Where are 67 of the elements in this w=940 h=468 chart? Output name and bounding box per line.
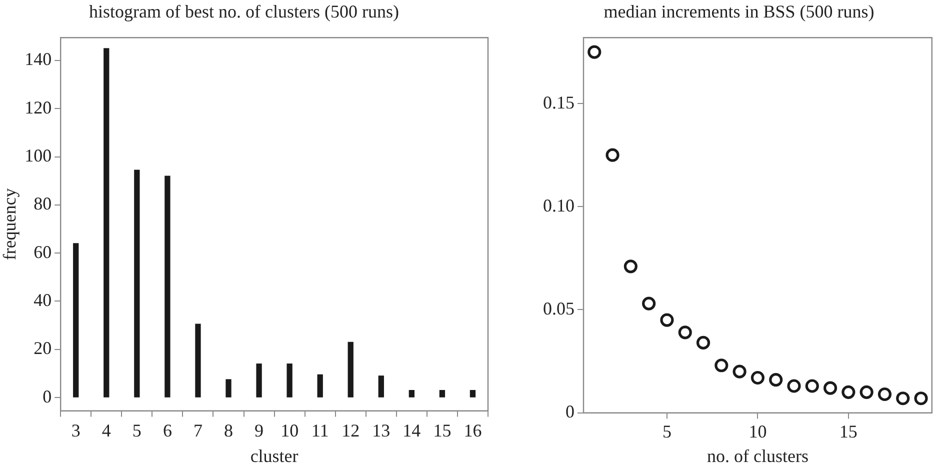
chart-title: histogram of best no. of clusters (500 runs) <box>89 2 399 22</box>
point <box>860 385 874 399</box>
point <box>714 358 728 372</box>
point <box>624 260 638 274</box>
point <box>642 296 656 310</box>
bar <box>226 379 232 398</box>
y-tick-label: 0.10 <box>543 195 574 216</box>
point <box>805 379 819 393</box>
x-tick-label: 11 <box>311 420 329 440</box>
x-tick-label: 10 <box>748 421 767 442</box>
bar <box>348 342 354 398</box>
x-tick-label: 13 <box>372 420 390 440</box>
x-tick-label: 9 <box>254 420 264 440</box>
point <box>896 392 910 406</box>
x-tick-label: 7 <box>193 420 202 440</box>
y-tick-label: 40 <box>34 290 52 310</box>
bar <box>286 364 292 398</box>
bar <box>164 176 170 398</box>
point <box>750 370 764 385</box>
y-tick-label: 80 <box>34 194 52 214</box>
point <box>732 364 746 378</box>
bar <box>378 376 384 398</box>
y-tick-label: 0.15 <box>543 92 574 112</box>
y-tick-label: 100 <box>24 146 52 166</box>
y-tick-label: 20 <box>34 338 52 358</box>
point <box>588 45 602 59</box>
bar <box>408 390 415 398</box>
point <box>696 336 710 350</box>
y-tick-label: 0 <box>566 402 574 422</box>
point <box>878 387 892 402</box>
x-tick-label: 12 <box>342 420 360 440</box>
point <box>842 385 856 399</box>
point <box>606 148 620 162</box>
y-tick-label: 0 <box>42 386 52 406</box>
x-tick-label: 16 <box>464 420 482 440</box>
y-axis-title: frequency <box>0 188 20 260</box>
x-tick-label: 14 <box>402 420 421 440</box>
y-tick-label: 0.05 <box>543 298 574 318</box>
x-tick-label: 4 <box>102 420 111 440</box>
x-tick-label: 5 <box>662 421 672 442</box>
bar <box>470 390 476 398</box>
bar <box>317 374 323 398</box>
x-axis-title: cluster <box>250 446 298 466</box>
bar <box>134 170 140 398</box>
x-tick-label: 6 <box>162 420 172 440</box>
bar <box>104 48 110 398</box>
point <box>769 373 783 387</box>
y-tick-label: 140 <box>24 49 52 70</box>
x-tick-label: 5 <box>132 420 142 440</box>
x-tick-label: 10 <box>280 420 299 440</box>
bar <box>439 390 446 398</box>
point <box>787 379 801 393</box>
point <box>678 326 692 340</box>
x-tick-label: 3 <box>71 420 80 440</box>
chart-title: median increments in BSS (500 runs) <box>604 2 874 22</box>
y-tick-label: 120 <box>24 97 52 118</box>
point <box>823 381 838 395</box>
x-tick-label: 15 <box>839 421 858 442</box>
bar <box>256 364 262 398</box>
x-axis-title: no. of clusters <box>706 446 808 466</box>
bar <box>73 243 79 398</box>
x-tick-label: 8 <box>224 420 234 440</box>
point <box>660 313 674 327</box>
x-tick-label: 15 <box>433 420 452 440</box>
y-tick-label: 60 <box>34 242 52 262</box>
point <box>914 392 928 406</box>
bar <box>195 324 201 398</box>
